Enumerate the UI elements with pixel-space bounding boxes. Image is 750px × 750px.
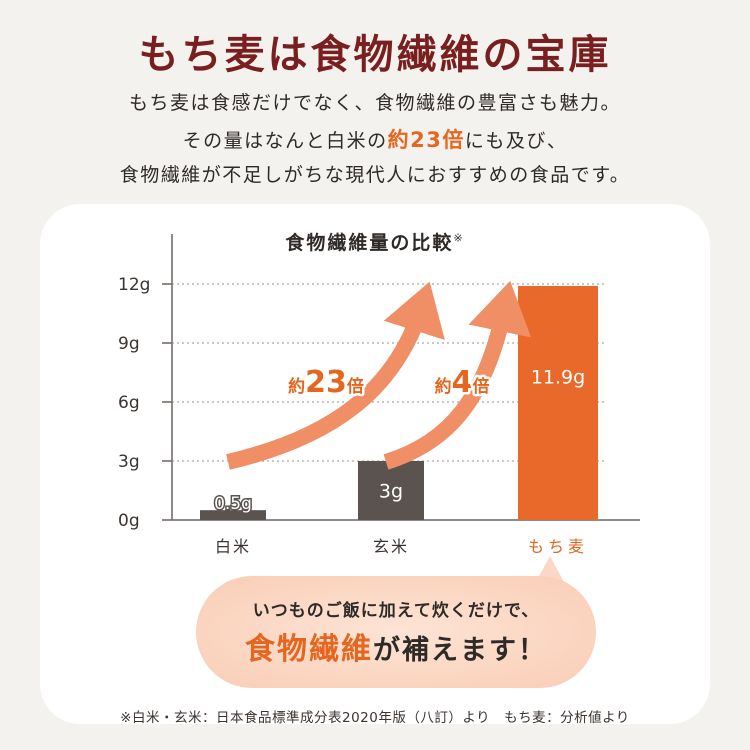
bar-value-label: 11.9g (531, 367, 585, 389)
multiplier-annotation: 約23倍 (288, 365, 364, 400)
callout-emphasis: 食物繊維 (245, 632, 373, 667)
y-tick-label: 12g (118, 275, 150, 295)
intro-highlight: 約23倍 (387, 128, 465, 152)
y-tick-label: 9g (118, 334, 140, 354)
callout-line-1: いつものご飯に加えて炊くだけで、 (252, 601, 540, 621)
callout-bubble (196, 576, 596, 688)
category-label: もち麦 (528, 537, 588, 556)
y-tick-label: 6g (118, 393, 140, 413)
intro-line-3: 食物繊維が不足しがちな現代人におすすめの食品です。 (119, 164, 631, 186)
category-label: 玄米 (373, 537, 409, 556)
callout-line-2: 食物繊維が補えます！ (196, 624, 596, 668)
multiplier-annotation: 約4倍 (435, 365, 490, 400)
category-label: 白米 (215, 537, 251, 556)
bar-3 (518, 285, 598, 520)
y-tick-label: 3g (118, 452, 140, 472)
chart-title-text: 食物繊維量の比較 (285, 232, 454, 254)
growth-arrow-brown-rice (383, 280, 532, 470)
intro-line-2-pre: その量はなんと白米の (182, 130, 388, 152)
intro-line-2: その量はなんと白米の約23倍にも及び、 (0, 124, 750, 154)
footnote: ※白米・玄米：日本食品標準成分表2020年版（八訂）より もち麦：分析値より (120, 710, 630, 726)
page-title: もち麦は食物繊維の宝庫 (138, 31, 612, 78)
chart-title: 食物繊維量の比較※ (0, 228, 750, 255)
callout-line-2-rest: が補えます！ (373, 635, 547, 666)
bar-value-label: 3g (379, 481, 403, 503)
chart-title-note: ※ (453, 231, 465, 245)
bar-2 (358, 461, 424, 520)
intro-line-2-post: にも及び、 (464, 130, 568, 152)
growth-arrow-white-rice (226, 281, 445, 470)
intro-line-1: もち麦は食感だけでなく、食物繊維の豊富さも魅力。 (128, 92, 621, 114)
bar-value-label: 0.5g (214, 494, 252, 514)
y-tick-label: 0g (118, 511, 140, 531)
bar-1 (200, 510, 266, 520)
